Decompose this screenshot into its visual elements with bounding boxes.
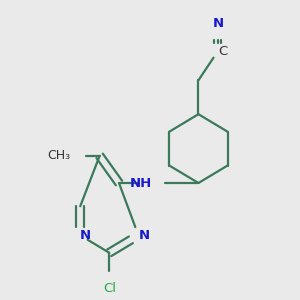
- Text: N: N: [138, 229, 149, 242]
- Text: Cl: Cl: [103, 282, 116, 295]
- Text: N: N: [212, 17, 224, 30]
- Text: N: N: [80, 229, 92, 242]
- Text: CH₃: CH₃: [47, 149, 70, 162]
- Text: NH: NH: [130, 176, 152, 190]
- Text: C: C: [218, 45, 227, 58]
